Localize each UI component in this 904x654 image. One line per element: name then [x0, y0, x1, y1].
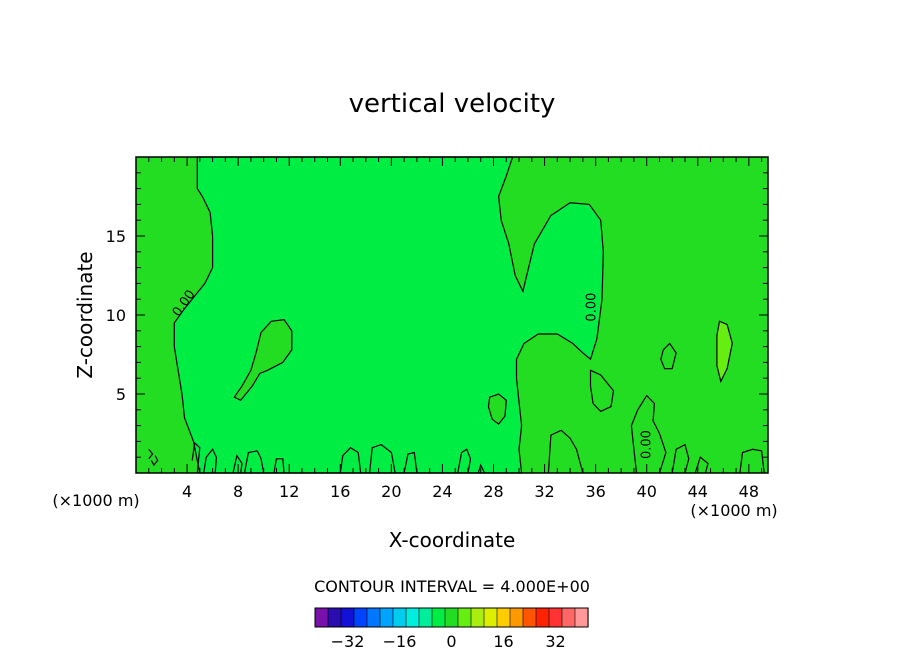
x-tick-label: 20: [381, 482, 401, 501]
y-tick-label: 10: [106, 306, 126, 325]
contour-line: [671, 443, 690, 474]
y-axis-label: Z-coordinate: [73, 251, 97, 378]
x-tick-label: 36: [585, 482, 605, 501]
colorbar-swatch: [457, 607, 472, 628]
colorbar-swatch: [522, 607, 537, 628]
x-tick-label: 4: [182, 482, 192, 501]
colorbar-label: −32: [331, 632, 365, 651]
contour-line: [150, 455, 159, 467]
colorbar-swatch: [561, 607, 576, 628]
x-unit-label-left: (×1000 m): [52, 491, 139, 510]
colorbar-label: −16: [383, 632, 417, 651]
colorbar-swatch: [431, 607, 446, 628]
colorbar-swatch: [535, 607, 550, 628]
contour-line: [547, 429, 584, 474]
contour-region-positive: [660, 342, 677, 370]
x-tick-label: 40: [637, 482, 657, 501]
x-tick-label: 44: [688, 482, 708, 501]
colorbar-swatch: [379, 607, 394, 628]
contour-line: [243, 450, 265, 474]
colorbar: −32 −16 0 16 32: [314, 607, 589, 651]
contour-line: [369, 443, 396, 474]
colorbar-swatch: [470, 607, 485, 628]
contour-label: 0.00: [585, 293, 600, 322]
contour-line: [191, 441, 201, 474]
colorbar-swatch: [418, 607, 433, 628]
x-tick-label: 32: [534, 482, 554, 501]
contour-region-positive: [589, 369, 615, 413]
contour-label: 0.00: [640, 430, 655, 459]
colorbar-frame: [314, 607, 589, 628]
contour-line-layer: [148, 394, 765, 474]
x-tick-label: 48: [739, 482, 759, 501]
x-axis-ticks: 4 8 12 16 20 24 28 32 36 40 44 48: [148, 157, 763, 501]
contour-line: [148, 448, 154, 460]
contour-line: [739, 448, 765, 474]
x-tick-label: 12: [279, 482, 299, 501]
contour-line: [203, 448, 218, 474]
contour-interval-text: CONTOUR INTERVAL = 4.000E+00: [314, 577, 590, 596]
contour-region-positive: [233, 319, 293, 402]
colorbar-label: 16: [493, 632, 513, 651]
colorbar-label: 32: [545, 632, 565, 651]
colorbar-swatch: [496, 607, 511, 628]
contour-region-inner: [173, 156, 604, 474]
contour-line: [457, 448, 472, 474]
y-tick-label: 5: [116, 385, 126, 404]
contour-line: [630, 394, 667, 474]
contour-region-positive: [716, 320, 733, 384]
colorbar-swatch: [509, 607, 524, 628]
plot-area: 0.00 0.000.00: [135, 156, 769, 474]
x-unit-label-right: (×1000 m): [690, 501, 777, 520]
colorbar-swatch: [392, 607, 407, 628]
colorbar-swatch: [548, 607, 563, 628]
colorbar-swatch: [314, 607, 329, 628]
colorbar-swatch: [340, 607, 355, 628]
x-tick-label: 8: [233, 482, 243, 501]
colorbar-swatch: [366, 607, 381, 628]
x-tick-label: 16: [330, 482, 350, 501]
contour-line: [403, 451, 418, 474]
colorbar-swatch: [483, 607, 498, 628]
x-tick-label: 24: [432, 482, 452, 501]
colorbar-swatch: [353, 607, 368, 628]
colorbar-label: 0: [446, 632, 456, 651]
chart-title: vertical velocity: [349, 89, 556, 119]
contour-fill-layer: [136, 156, 768, 474]
contour-line: [339, 446, 362, 474]
contour-line: [477, 463, 486, 474]
contour-region-positive: [487, 393, 507, 425]
colorbar-swatch: [574, 607, 589, 628]
colorbar-swatch: [405, 607, 420, 628]
contour-line: [273, 458, 285, 474]
colorbar-swatch: [327, 607, 342, 628]
contour-line: [232, 454, 243, 474]
y-tick-label: 15: [106, 227, 126, 246]
x-axis-label: X-coordinate: [389, 528, 516, 552]
colorbar-swatch: [444, 607, 459, 628]
y-axis-ticks: 5 10 15: [106, 172, 768, 458]
x-tick-label: 28: [483, 482, 503, 501]
